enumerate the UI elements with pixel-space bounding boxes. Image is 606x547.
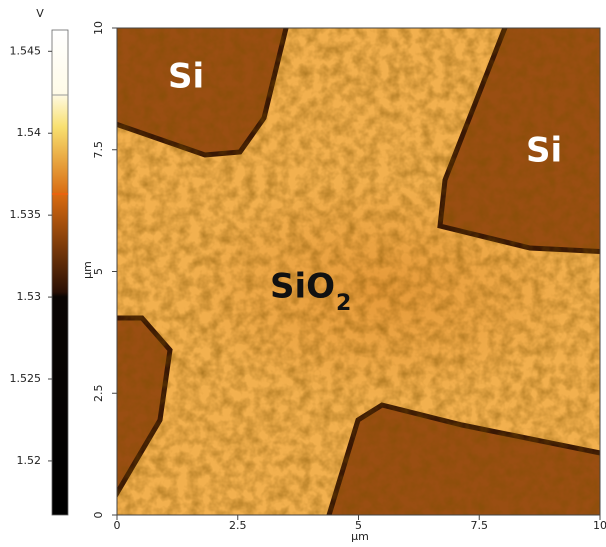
- colorbar-tick-label: 1.535: [10, 208, 42, 221]
- colorbar: [51, 29, 69, 516]
- y-tick-label: 0: [92, 512, 105, 519]
- x-tick-label: 10: [593, 519, 606, 532]
- colorbar-tick-label: 1.525: [10, 372, 42, 385]
- annotation: Si: [526, 131, 562, 171]
- y-tick-label: 10: [92, 21, 105, 35]
- colorbar-tick-label: 1.545: [10, 44, 42, 57]
- annotation-subscript: 2: [336, 291, 351, 316]
- x-axis-label: µm: [351, 530, 369, 543]
- colorbar-tick-label: 1.54: [17, 126, 42, 139]
- annotation: SiO: [270, 267, 335, 307]
- x-tick-label: 0: [114, 519, 121, 532]
- y-axis-label: µm: [81, 261, 94, 279]
- colorbar-tick-label: 1.53: [17, 290, 42, 303]
- colorbar-tick-label: 1.52: [17, 454, 42, 467]
- y-tick-label: 2.5: [92, 385, 105, 403]
- x-tick-label: 7.5: [471, 519, 489, 532]
- y-tick-label: 7.5: [92, 141, 105, 159]
- afm-image: [117, 28, 600, 515]
- x-tick-label: 2.5: [229, 519, 247, 532]
- annotation: Si: [168, 57, 204, 97]
- y-tick-label: 5: [92, 268, 105, 275]
- colorbar-label: V: [36, 7, 44, 20]
- x-tick-label: 5: [355, 519, 362, 532]
